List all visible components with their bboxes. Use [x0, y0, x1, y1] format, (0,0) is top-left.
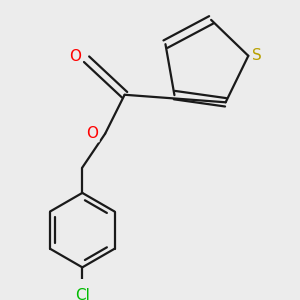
Text: O: O: [70, 49, 82, 64]
Text: Cl: Cl: [75, 288, 90, 300]
Text: O: O: [86, 126, 98, 141]
Text: S: S: [252, 48, 262, 63]
